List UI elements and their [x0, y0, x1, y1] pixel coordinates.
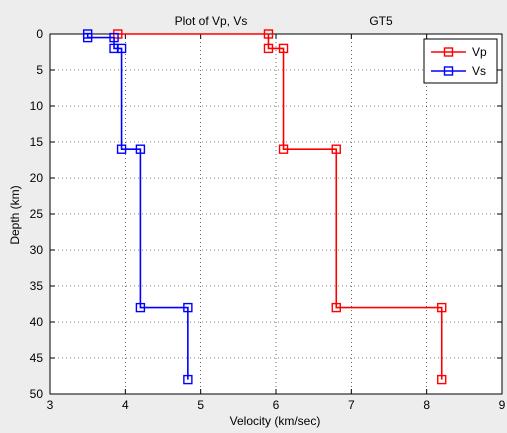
series-vp-marker — [437, 374, 447, 385]
x-tick-label: 7 — [348, 398, 355, 412]
series-vp-marker — [331, 144, 341, 154]
series-vs-marker — [109, 32, 119, 43]
y-tick-label: 25 — [30, 207, 44, 221]
series-vs-line — [86, 34, 189, 380]
series-vs-marker — [183, 302, 193, 313]
series-vp — [113, 29, 447, 385]
series-vs-marker — [116, 43, 127, 54]
series-vs-marker — [135, 144, 146, 154]
y-tick-label: 5 — [36, 63, 43, 77]
y-tick-label: 10 — [30, 99, 44, 113]
series-vs — [82, 29, 193, 385]
y-tick-label: 35 — [30, 279, 44, 293]
legend-vp-marker — [443, 47, 454, 57]
x-tick-label: 9 — [499, 398, 506, 412]
series-vp-marker — [263, 43, 274, 54]
y-axis-label: Depth (km) — [8, 185, 22, 244]
x-tick-label: 6 — [273, 398, 280, 412]
legend-box — [423, 38, 498, 84]
y-tick-label: 20 — [30, 171, 44, 185]
series-vs-marker — [82, 32, 93, 43]
legend-vs-label: Vs — [472, 64, 486, 78]
chart-title-right: GT5 — [369, 14, 393, 28]
y-tick-label: 30 — [30, 243, 44, 257]
grid-lines — [50, 34, 502, 394]
x-tick-label: 8 — [423, 398, 430, 412]
x-tick-label: 3 — [47, 398, 54, 412]
y-tick-label: 45 — [30, 351, 44, 365]
x-tick-label: 5 — [197, 398, 204, 412]
y-tick-label: 0 — [36, 27, 43, 41]
x-tick-label: 4 — [122, 398, 129, 412]
series-vp-marker — [437, 302, 447, 313]
y-tick-label: 50 — [30, 387, 44, 401]
series-vs-marker — [116, 144, 127, 154]
y-tick-label: 15 — [30, 135, 44, 149]
legend-vs-marker — [443, 66, 454, 76]
series-vs-marker — [183, 374, 193, 385]
y-tick-label: 40 — [30, 315, 44, 329]
series-vp-marker — [263, 29, 274, 39]
series-vp-marker — [278, 144, 289, 154]
legend: Vp Vs — [423, 38, 498, 84]
series-vp-line — [117, 33, 443, 380]
series-vs-marker — [135, 302, 146, 313]
legend-vp-label: Vp — [472, 45, 487, 59]
x-axis-label: Velocity (km/sec) — [230, 414, 321, 428]
series-vp-marker — [331, 302, 341, 313]
series-vp-marker — [278, 43, 289, 54]
chart-title-left: Plot of Vp, Vs — [175, 14, 248, 28]
